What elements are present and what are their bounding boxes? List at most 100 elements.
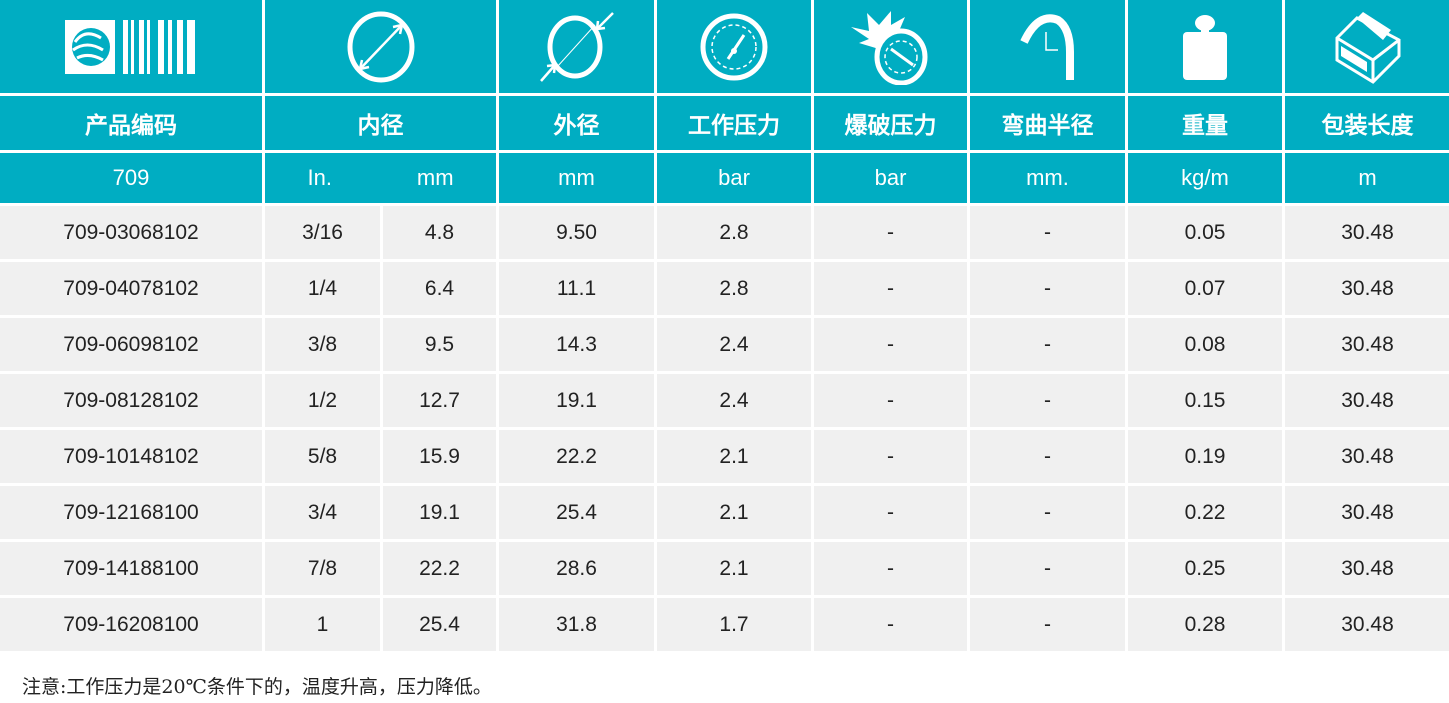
unit-id_mm: mm [416, 165, 454, 190]
table-cell: 30.48 [1285, 542, 1449, 595]
table-cell: 0.25 [1128, 542, 1282, 595]
table-cell: - [970, 206, 1125, 259]
table-cell: 30.48 [1285, 206, 1449, 259]
table-cell: 11.1 [499, 262, 654, 315]
bend-radius-icon-cell [970, 0, 1125, 93]
header-weight: 重量 [1128, 96, 1282, 150]
table-cell: 709-06098102 [0, 318, 262, 371]
table-cell: 31.8 [499, 598, 654, 651]
table-cell: 2.1 [657, 430, 811, 483]
table-cell: 22.2 [383, 542, 496, 595]
table-cell: 709-14188100 [0, 542, 262, 595]
table-cell: - [814, 486, 967, 539]
table-cell: 0.28 [1128, 598, 1282, 651]
table-cell: 709-10148102 [0, 430, 262, 483]
table-cell: 0.05 [1128, 206, 1282, 259]
table-cell: 709-03068102 [0, 206, 262, 259]
outer-diameter-icon-cell [499, 0, 654, 93]
table-cell: - [970, 318, 1125, 371]
unit-product-code: 709 [0, 153, 262, 203]
table-cell: 4.8 [383, 206, 496, 259]
table-cell: 709-04078102 [0, 262, 262, 315]
table-cell: - [814, 262, 967, 315]
table-cell: 25.4 [383, 598, 496, 651]
unit-br: mm. [970, 153, 1125, 203]
unit-wp: bar [657, 153, 811, 203]
pressure-gauge-icon-cell [657, 0, 811, 93]
table-cell: - [814, 318, 967, 371]
header-outer-diameter: 外径 [499, 96, 654, 150]
table-cell: 2.8 [657, 262, 811, 315]
table-cell: 2.1 [657, 542, 811, 595]
unit-length: m [1285, 153, 1449, 203]
header-working-pressure: 工作压力 [657, 96, 811, 150]
table-cell: - [814, 542, 967, 595]
header-bend-radius: 弯曲半径 [970, 96, 1125, 150]
header-product-code: 产品编码 [0, 96, 262, 150]
table-cell: 709-08128102 [0, 374, 262, 427]
table-cell: 12.7 [383, 374, 496, 427]
table-cell: 22.2 [499, 430, 654, 483]
table-cell: 30.48 [1285, 486, 1449, 539]
table-cell: 2.1 [657, 486, 811, 539]
table-cell: 5/8 [265, 430, 380, 483]
package-box-icon [1335, 11, 1400, 84]
table-cell: 1/2 [265, 374, 380, 427]
table-cell: 709-12168100 [0, 486, 262, 539]
table-cell: 30.48 [1285, 598, 1449, 651]
table-cell: 1/4 [265, 262, 380, 315]
inner-diameter-icon-cell [265, 0, 496, 93]
unit-inner-diameter: In. mm [265, 153, 496, 203]
header-inner-diameter: 内径 [265, 96, 496, 150]
weight-icon-cell [1128, 0, 1282, 93]
header-burst-pressure: 爆破压力 [814, 96, 967, 150]
table-cell: - [814, 430, 967, 483]
table-cell: - [970, 430, 1125, 483]
bend-radius-icon [1019, 13, 1074, 80]
table-cell: 30.48 [1285, 262, 1449, 315]
table-cell: - [970, 262, 1125, 315]
table-cell: 1.7 [657, 598, 811, 651]
table-cell: 2.4 [657, 374, 811, 427]
table-cell: 25.4 [499, 486, 654, 539]
table-cell: 14.3 [499, 318, 654, 371]
unit-id_in: In. [307, 165, 332, 190]
logo-cell [0, 0, 262, 93]
table-cell: 9.50 [499, 206, 654, 259]
unit-bp: bar [814, 153, 967, 203]
unit-weight: kg/m [1128, 153, 1282, 203]
table-cell: 19.1 [499, 374, 654, 427]
header-package-length: 包装长度 [1285, 96, 1449, 150]
package-box-icon-cell [1285, 0, 1449, 93]
table-cell: - [970, 374, 1125, 427]
table-cell: 7/8 [265, 542, 380, 595]
table-cell: 0.07 [1128, 262, 1282, 315]
table-cell: 28.6 [499, 542, 654, 595]
table-cell: 30.48 [1285, 318, 1449, 371]
table-cell: 30.48 [1285, 374, 1449, 427]
table-cell: 30.48 [1285, 430, 1449, 483]
table-cell: 0.08 [1128, 318, 1282, 371]
table-cell: - [814, 598, 967, 651]
table-cell: 3/16 [265, 206, 380, 259]
table-cell: - [970, 486, 1125, 539]
table-cell: 3/8 [265, 318, 380, 371]
table-cell: - [814, 374, 967, 427]
table-cell: 0.22 [1128, 486, 1282, 539]
table-cell: 1 [265, 598, 380, 651]
logo-barcode-icon [65, 19, 195, 74]
table-cell: 9.5 [383, 318, 496, 371]
pressure-gauge-icon [700, 13, 768, 80]
table-cell: - [970, 598, 1125, 651]
outer-diameter-icon [539, 11, 614, 82]
spec-table: 产品编码 内径 外径 工作压力 爆破压力 弯曲半径 重量 包装长度 709 In. mm mm bar b… [0, 0, 1449, 651]
table-cell: 709-16208100 [0, 598, 262, 651]
unit-od: mm [499, 153, 654, 203]
burst-gauge-icon [850, 10, 927, 85]
inner-diameter-icon [347, 11, 414, 82]
table-cell: 15.9 [383, 430, 496, 483]
footnote: 注意:工作压力是20℃条件下的，温度升高，压力降低。 [22, 676, 492, 698]
burst-gauge-icon-cell [814, 0, 967, 93]
table-cell: 3/4 [265, 486, 380, 539]
table-cell: 0.15 [1128, 374, 1282, 427]
